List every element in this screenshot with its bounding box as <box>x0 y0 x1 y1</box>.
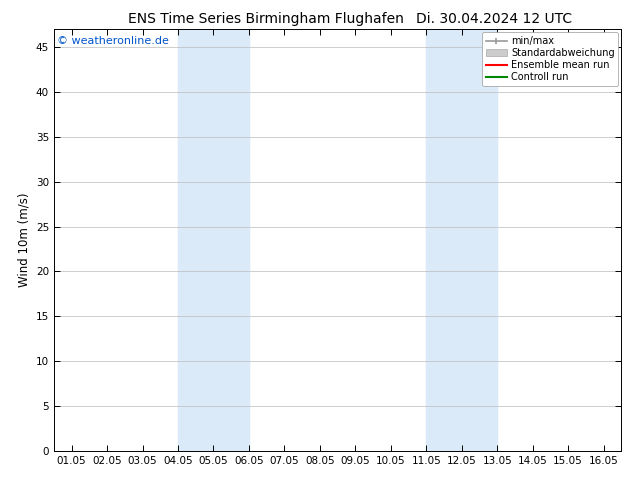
Text: Di. 30.04.2024 12 UTC: Di. 30.04.2024 12 UTC <box>417 12 573 26</box>
Legend: min/max, Standardabweichung, Ensemble mean run, Controll run: min/max, Standardabweichung, Ensemble me… <box>482 32 618 86</box>
Text: © weatheronline.de: © weatheronline.de <box>56 36 169 46</box>
Bar <box>426 29 497 451</box>
Y-axis label: Wind 10m (m/s): Wind 10m (m/s) <box>17 193 30 287</box>
Bar <box>178 29 249 451</box>
Text: ENS Time Series Birmingham Flughafen: ENS Time Series Birmingham Flughafen <box>128 12 404 26</box>
